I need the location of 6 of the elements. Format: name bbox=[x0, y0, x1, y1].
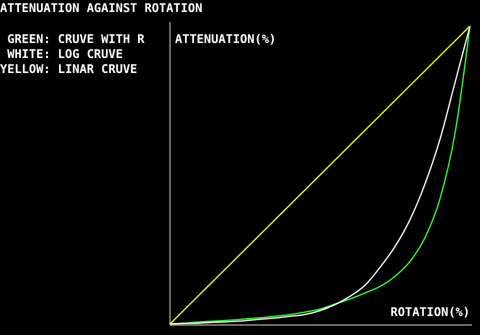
text: YELLOW: LINAR CRUVE bbox=[0, 62, 138, 76]
text: WHITE: LOG CRUVE bbox=[0, 47, 123, 61]
x-axis-title: ROTATION(%) bbox=[390, 305, 470, 319]
y-axis-title: ATTENUATION(%) bbox=[175, 32, 276, 46]
chart-title: ATTENUATION AGAINST ROTATION bbox=[0, 1, 202, 15]
text: GREEN: CRUVE WITH R bbox=[0, 32, 146, 46]
